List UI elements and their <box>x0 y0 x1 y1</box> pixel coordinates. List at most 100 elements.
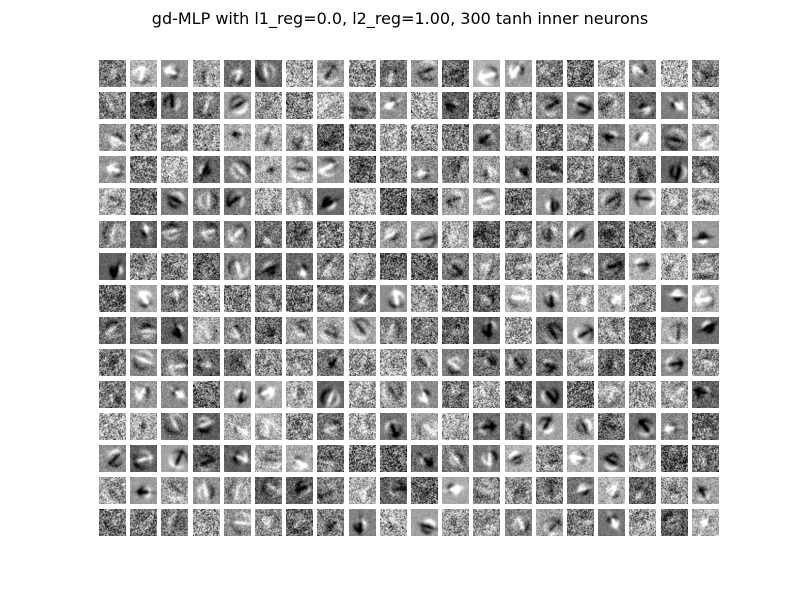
weight-tile-image <box>473 253 500 280</box>
weight-tile-image <box>505 156 532 183</box>
weight-tile <box>255 477 282 504</box>
weight-tile <box>224 477 251 504</box>
weight-tile-image <box>380 285 407 312</box>
weight-tile-image <box>661 60 688 87</box>
weight-tile <box>317 445 344 472</box>
weight-tile <box>224 445 251 472</box>
weight-tile-image <box>411 188 438 215</box>
weight-tile <box>255 188 282 215</box>
weight-tile <box>473 285 500 312</box>
weight-tile <box>692 156 719 183</box>
weight-tile <box>629 349 656 376</box>
weight-tile <box>380 124 407 151</box>
weight-tile <box>193 188 220 215</box>
weight-tile-image <box>349 221 376 248</box>
weight-tile-image <box>567 188 594 215</box>
weight-tile-image <box>536 477 563 504</box>
weight-tile-image <box>161 221 188 248</box>
figure-title: gd-MLP with l1_reg=0.0, l2_reg=1.00, 300… <box>151 9 649 28</box>
weight-tile-image <box>99 317 126 344</box>
weight-tile <box>505 445 532 472</box>
weight-tile-image <box>255 124 282 151</box>
weight-tile-image <box>598 92 625 119</box>
weight-tile-image <box>161 317 188 344</box>
weight-tile-image <box>442 285 469 312</box>
weight-tile <box>536 188 563 215</box>
weight-tile-image <box>411 124 438 151</box>
weight-tile-image <box>661 413 688 440</box>
weight-tile-image <box>692 124 719 151</box>
weight-tile <box>598 60 625 87</box>
weight-tile-image <box>161 188 188 215</box>
weight-tile-image <box>692 445 719 472</box>
weight-tile-image <box>224 413 251 440</box>
weight-tile-image <box>286 253 313 280</box>
weight-tile <box>317 188 344 215</box>
weight-tile-image <box>349 509 376 536</box>
weight-tile-image <box>598 477 625 504</box>
weight-tile-image <box>161 445 188 472</box>
weight-tile-image <box>224 188 251 215</box>
weight-tile-image <box>317 285 344 312</box>
weight-tile <box>99 317 126 344</box>
weight-tile-image <box>193 221 220 248</box>
weight-tile <box>255 445 282 472</box>
weight-tile-image <box>255 445 282 472</box>
weight-tile-image <box>661 124 688 151</box>
weight-tile-image <box>255 381 282 408</box>
weight-tile-image <box>692 477 719 504</box>
weight-tile-image <box>598 285 625 312</box>
weight-tile <box>317 381 344 408</box>
weight-tile <box>380 60 407 87</box>
weight-tile <box>598 188 625 215</box>
weight-tile-image <box>411 445 438 472</box>
weight-tile <box>411 124 438 151</box>
weight-tile <box>598 349 625 376</box>
weight-tile-image <box>567 253 594 280</box>
weight-tile-image <box>224 381 251 408</box>
weight-tile-image <box>99 60 126 87</box>
weight-tile-image <box>130 349 157 376</box>
weight-tile <box>598 92 625 119</box>
weight-tile-image <box>380 188 407 215</box>
weight-tile <box>349 509 376 536</box>
weight-tile <box>286 349 313 376</box>
weight-tile <box>286 253 313 280</box>
weight-tile <box>598 413 625 440</box>
weight-tile-image <box>286 156 313 183</box>
weight-tile <box>442 221 469 248</box>
weight-tile-image <box>442 253 469 280</box>
weight-tile <box>442 156 469 183</box>
weight-tile <box>286 156 313 183</box>
weight-tile-image <box>130 124 157 151</box>
weight-tile <box>193 285 220 312</box>
weight-tile <box>629 253 656 280</box>
weight-tile-image <box>536 60 563 87</box>
weight-tile <box>692 221 719 248</box>
weight-tile <box>629 477 656 504</box>
weight-tile-image <box>380 509 407 536</box>
weight-tile <box>255 509 282 536</box>
weight-tile <box>317 413 344 440</box>
weight-tile-image <box>536 156 563 183</box>
weight-tile-image <box>567 92 594 119</box>
weight-tile <box>536 221 563 248</box>
weight-tile <box>99 445 126 472</box>
weight-tile <box>193 445 220 472</box>
weight-tile <box>130 60 157 87</box>
weight-tile <box>224 413 251 440</box>
weight-tile <box>442 413 469 440</box>
weight-tile <box>411 221 438 248</box>
weight-tile-image <box>380 253 407 280</box>
weight-tile-image <box>193 317 220 344</box>
weight-tile-grid <box>99 60 723 542</box>
weight-tile <box>349 60 376 87</box>
weight-tile <box>130 509 157 536</box>
weight-tile-image <box>567 317 594 344</box>
weight-tile-image <box>286 509 313 536</box>
weight-tile <box>349 445 376 472</box>
weight-tile-image <box>598 221 625 248</box>
weight-tile-image <box>629 349 656 376</box>
weight-tile-image <box>349 445 376 472</box>
weight-tile-image <box>661 477 688 504</box>
